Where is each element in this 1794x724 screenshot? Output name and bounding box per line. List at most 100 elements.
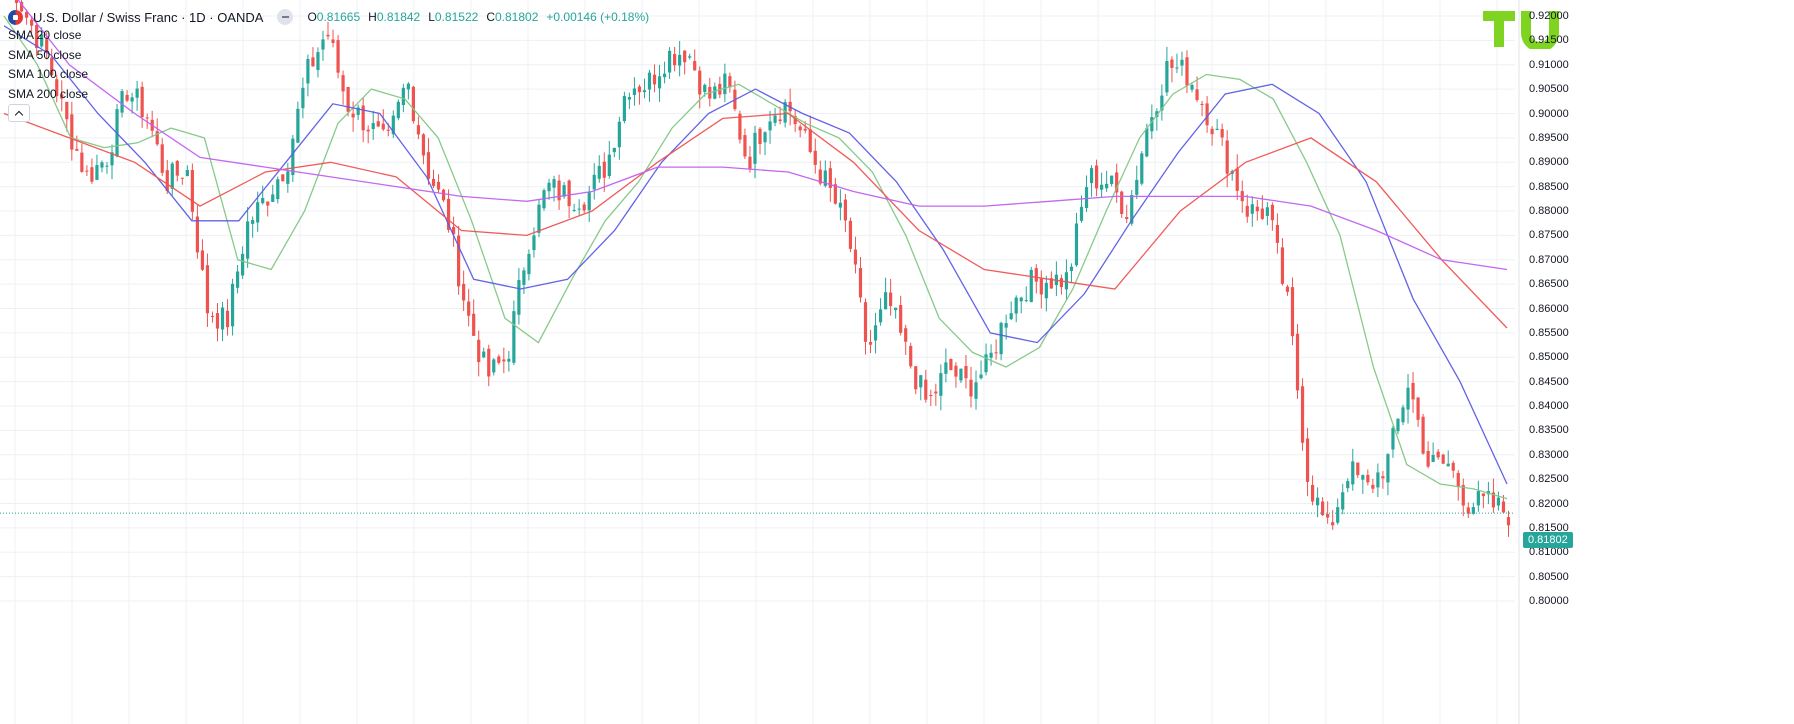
chart-header: U.S. Dollar / Swiss Franc · 1D · OANDA O… <box>8 8 649 26</box>
indicator-sma200[interactable]: SMA 200 close <box>8 86 89 101</box>
candle-body <box>642 90 647 93</box>
candle-body <box>662 73 667 78</box>
price-tick-label: 0.83500 <box>1529 424 1569 437</box>
candle-body <box>748 156 752 169</box>
symbol-title[interactable]: U.S. Dollar / Swiss Franc · 1D · OANDA <box>33 9 264 25</box>
candle-body <box>371 123 375 129</box>
candle-body <box>70 114 74 150</box>
indicator-sma20[interactable]: SMA 20 close <box>8 28 82 42</box>
candle-body <box>688 56 692 58</box>
candle-body <box>326 34 330 37</box>
candle-body <box>823 170 827 186</box>
flag-icon <box>8 9 23 25</box>
candle-body <box>1205 103 1209 126</box>
candle-body <box>396 101 400 119</box>
price-tick-label: 0.88000 <box>1529 205 1569 217</box>
candle-body <box>1426 450 1430 467</box>
candle-body <box>1049 278 1053 289</box>
candle-body <box>507 358 511 362</box>
candle-body <box>316 52 320 71</box>
candle-body <box>728 76 732 88</box>
candle-body <box>783 101 787 123</box>
candle-body <box>60 94 64 99</box>
candle-body <box>1034 268 1038 282</box>
candle-body <box>1185 57 1189 86</box>
candle-body <box>1200 103 1204 105</box>
candle-body <box>261 197 265 204</box>
candle-body <box>1210 128 1214 135</box>
candle-body <box>1366 474 1370 483</box>
candle-body <box>1295 333 1300 391</box>
candle-body <box>1120 191 1124 214</box>
close-label: C <box>486 10 495 24</box>
candle-body <box>266 201 270 206</box>
candle-body <box>1300 386 1305 443</box>
candle-body <box>1290 287 1295 337</box>
candle-body <box>1270 204 1274 221</box>
candle-body <box>1346 481 1350 489</box>
candle-body <box>1180 59 1184 66</box>
candle-body <box>160 144 164 173</box>
candle-body <box>296 108 300 143</box>
candle-body <box>969 379 973 397</box>
candle-body <box>547 182 551 192</box>
candle-body <box>492 359 496 373</box>
candle-body <box>14 0 19 3</box>
sma-line-1 <box>3 15 1508 500</box>
low-value: 0.81522 <box>434 10 479 24</box>
candle-body <box>497 356 501 363</box>
candle-body <box>35 25 39 49</box>
candle-body <box>1341 492 1345 510</box>
candle-body <box>477 339 481 363</box>
candle-body <box>1150 117 1154 132</box>
candle-body <box>1170 59 1174 68</box>
candle-body <box>657 76 662 89</box>
candle-body <box>215 313 220 329</box>
candle-body <box>612 147 616 153</box>
candle-body <box>436 181 441 190</box>
candle-body <box>1431 454 1435 463</box>
candle-body <box>1491 492 1496 508</box>
candle-body <box>959 368 963 381</box>
candle-body <box>105 165 109 167</box>
price-tick-label: 0.80500 <box>1529 570 1569 583</box>
candle-body <box>346 86 350 112</box>
candle-body <box>386 129 390 131</box>
candle-body <box>1175 67 1179 69</box>
candle-body <box>557 180 561 201</box>
candle-body <box>336 40 340 73</box>
more-dots-icon[interactable] <box>277 9 294 25</box>
candle-body <box>693 61 697 71</box>
candle-body <box>1476 491 1480 506</box>
candle-body <box>1009 313 1013 320</box>
candle-body <box>813 150 817 165</box>
candle-body <box>1044 282 1048 299</box>
candle-body <box>944 362 948 374</box>
candle-body <box>1089 168 1094 184</box>
candle-body <box>1280 247 1285 284</box>
candle-body <box>472 313 476 336</box>
candle-body <box>652 74 657 85</box>
candle-body <box>1331 522 1335 526</box>
candle-body <box>512 311 516 363</box>
candle-body <box>592 174 596 190</box>
candle-body <box>426 152 431 179</box>
candle-body <box>251 219 255 224</box>
collapse-legend-button[interactable] <box>8 104 30 122</box>
open-value: 0.81665 <box>316 10 361 24</box>
candle-body <box>1250 204 1254 214</box>
candle-body <box>808 129 812 153</box>
indicator-sma100[interactable]: SMA 100 close <box>8 67 89 81</box>
price-tick-label: 0.88500 <box>1529 180 1569 193</box>
candle-body <box>421 134 426 156</box>
candle-body <box>356 107 360 115</box>
price-scale[interactable]: 0.92000 0.91500 0.91000 0.90500 0.90000 0.895… <box>1520 0 1594 724</box>
indicator-sma50[interactable]: SMA 50 close <box>8 47 82 62</box>
candle-body <box>80 152 84 172</box>
candle-body <box>713 86 717 99</box>
candle-body <box>1396 418 1400 432</box>
candle-body <box>1381 476 1385 479</box>
candle-body <box>376 121 380 127</box>
candle-body <box>793 116 797 125</box>
